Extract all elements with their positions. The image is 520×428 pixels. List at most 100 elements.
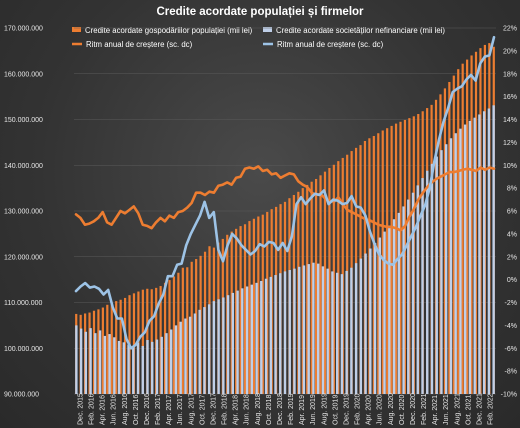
bar-companies	[473, 117, 476, 395]
bar-households	[474, 51, 478, 394]
right-tick-label: 16%	[503, 94, 517, 101]
right-axis: -10% -8% -6% -4% -2% 0% 2% 4% 6% 8% 10% 12% 14% 16% 18…	[501, 26, 517, 399]
left-tick-label: 90.000.000	[4, 392, 39, 399]
bar-households	[97, 309, 100, 394]
left-tick-label: 170.000.000	[4, 26, 43, 33]
x-tick-label: Apr. 2016	[100, 395, 107, 425]
bar-households	[195, 259, 198, 394]
bar-companies	[321, 266, 325, 394]
bar-companies	[359, 258, 363, 394]
bar-companies	[264, 278, 268, 394]
x-tick-label: Aug. 2016	[122, 393, 129, 425]
bar-companies	[89, 328, 92, 394]
bar-companies	[298, 266, 301, 394]
x-tick-label: Oct. 2016	[133, 395, 140, 425]
bar-households	[461, 63, 464, 395]
legend-label-companies-growth: Ritm anual de creștere (sc. dc)	[277, 40, 384, 49]
bar-households	[181, 267, 184, 394]
bar-companies	[482, 111, 486, 394]
x-tick-label: Feb. 2019	[288, 393, 295, 425]
bar-companies	[468, 120, 472, 394]
left-axis: 90.000.000 100.000.000 110.000.000 120.000.…	[4, 26, 43, 399]
bar-companies	[222, 297, 225, 394]
bar-households	[101, 307, 104, 394]
bar-households	[239, 226, 242, 394]
bar-companies	[151, 341, 154, 394]
bar-households	[110, 303, 113, 394]
legend-label-households: Credite acordate gospodăriilor populație…	[85, 26, 253, 35]
x-tick-label: Aug. 2017	[188, 393, 195, 425]
bar-companies	[459, 128, 462, 394]
bar-companies	[392, 219, 396, 394]
right-tick-label: 12%	[503, 140, 517, 147]
bar-companies	[117, 340, 121, 394]
bar-companies	[279, 273, 282, 394]
bar-households	[190, 261, 193, 394]
bar-households	[132, 293, 136, 394]
bar-companies	[207, 304, 211, 394]
bar-companies	[269, 276, 272, 394]
x-tick-label: Feb. 2018	[222, 393, 229, 425]
bar-companies	[94, 333, 97, 394]
x-tick-label: Apr. 2019	[299, 395, 306, 425]
bar-companies	[288, 270, 291, 394]
bar-households	[248, 221, 251, 394]
bar-companies	[397, 212, 400, 394]
bar-companies	[316, 263, 320, 394]
bar-companies	[440, 150, 443, 394]
bar-companies	[113, 337, 116, 394]
left-tick-label: 160.000.000	[4, 71, 43, 78]
right-tick-label: -8%	[505, 369, 517, 376]
x-tick-label: Dec. 2020	[410, 393, 417, 425]
right-tick-label: 20%	[503, 48, 517, 55]
bar-companies	[407, 199, 410, 394]
bar-companies	[449, 138, 453, 394]
left-tick-label: 110.000.000	[4, 300, 43, 307]
left-tick-label: 150.000.000	[4, 117, 43, 124]
bar-companies	[383, 231, 386, 394]
bar-households	[106, 304, 109, 394]
bar-households	[141, 289, 144, 394]
right-tick-label: 8%	[507, 186, 517, 193]
x-tick-label: Apr. 2020	[366, 395, 373, 425]
bar-companies	[426, 170, 429, 394]
bar-households	[448, 81, 451, 395]
bar-companies	[98, 330, 102, 394]
x-tick-label: Dec. 2018	[277, 393, 284, 425]
bar-companies	[122, 342, 125, 394]
bar-companies	[326, 268, 329, 394]
bar-companies	[378, 237, 382, 394]
bar-companies	[369, 248, 372, 394]
legend: Credite acordate gospodăriilor populație…	[72, 26, 445, 49]
x-tick-label: Jun. 2017	[177, 394, 184, 425]
x-tick-label: Oct. 2017	[199, 395, 206, 425]
bar-households	[319, 175, 322, 394]
bar-companies	[312, 262, 315, 394]
legend-label-companies: Credite acordate societăților nefinancia…	[276, 26, 445, 35]
bar-companies	[75, 325, 78, 394]
bar-companies	[331, 271, 334, 394]
x-tick-label: Dec. 2016	[144, 393, 151, 425]
bar-households	[328, 167, 331, 394]
legend-label-households-growth: Ritm anual de creștere (sc. dc)	[86, 40, 193, 49]
bar-households	[403, 119, 407, 395]
bar-companies	[478, 114, 481, 394]
x-tick-label: Dec. 2015	[78, 393, 85, 425]
bar-companies	[274, 275, 277, 394]
right-tick-label: 4%	[507, 231, 517, 238]
bar-households	[470, 55, 473, 394]
bar-companies	[250, 284, 254, 394]
bar-companies	[454, 133, 457, 394]
bar-households	[314, 178, 318, 394]
bar-households	[123, 297, 127, 394]
bar-companies	[302, 265, 306, 394]
bar-companies	[345, 270, 348, 394]
bar-households	[115, 301, 118, 394]
bar-companies	[335, 272, 339, 394]
bar-companies	[127, 344, 130, 394]
x-tick-label: Dec. 2021	[476, 393, 483, 425]
bar-households	[119, 299, 122, 394]
bar-companies	[165, 333, 168, 394]
bar-companies	[212, 301, 216, 394]
bar-companies	[354, 263, 358, 394]
